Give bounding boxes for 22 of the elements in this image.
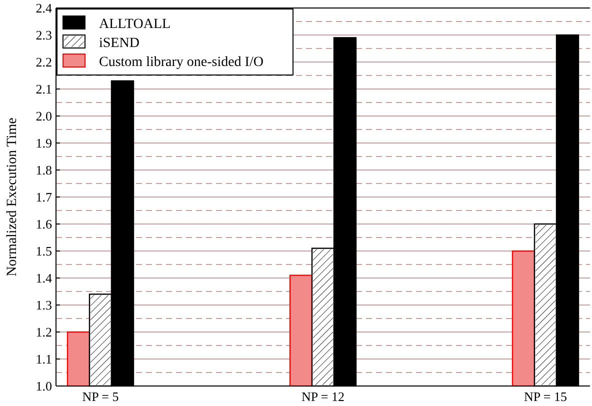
y-tick-label: 2.4 (36, 0, 52, 16)
y-tick-label: 1.9 (36, 136, 52, 151)
y-tick-label: 1.4 (36, 270, 52, 286)
x-tick-label: NP = 5 (82, 389, 119, 404)
y-tick-label: 1.3 (36, 298, 52, 313)
x-tick-label: NP = 15 (524, 389, 567, 404)
y-tick-label: 1.5 (36, 244, 52, 259)
legend-label: Custom library one-sided I/O (99, 54, 264, 70)
y-tick-label: 2.3 (36, 28, 52, 43)
y-tick-label: 2.1 (36, 82, 52, 97)
y-tick-label: 1.2 (36, 324, 52, 340)
x-tick-label: NP = 12 (302, 389, 344, 404)
y-tick-label: 1.6 (36, 216, 52, 232)
y-tick-label: 2.0 (36, 108, 52, 124)
y-tick-label: 2.2 (36, 54, 52, 70)
y-tick-label: 1.7 (36, 190, 52, 205)
legend-label: ALLTOALL (99, 16, 171, 32)
y-tick-label: 1.0 (36, 378, 52, 394)
y-tick-label: 1.1 (36, 352, 52, 367)
legend-label: iSEND (99, 36, 140, 51)
y-tick-label: 1.8 (36, 162, 52, 178)
y-axis-title: Normalized Execution Time (5, 118, 20, 276)
